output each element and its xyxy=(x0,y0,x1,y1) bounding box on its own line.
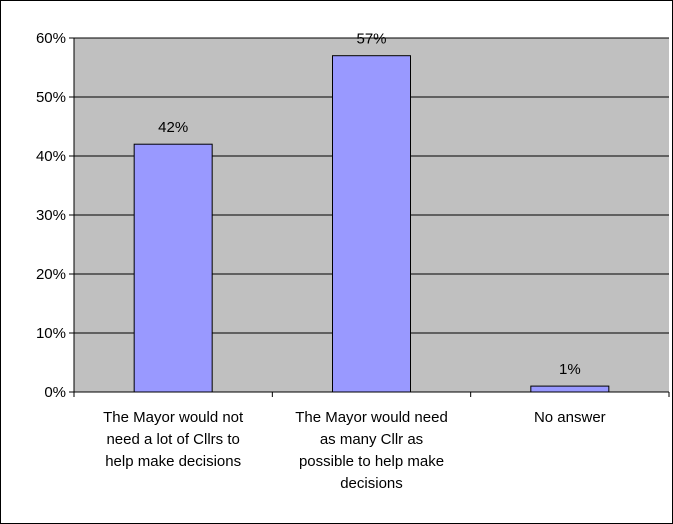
bar xyxy=(530,385,610,393)
category-label: as many Cllr as xyxy=(320,431,423,448)
category-label: help make decisions xyxy=(105,453,241,470)
bar xyxy=(133,143,213,393)
category-label: need a lot of Cllrs to xyxy=(106,431,239,448)
category-label: No answer xyxy=(534,409,606,426)
bar xyxy=(332,55,411,393)
category-label: decisions xyxy=(340,475,403,492)
bars xyxy=(133,55,610,393)
data-label: 42% xyxy=(158,119,188,136)
y-axis-ticks: 0% 10% 20% 30% 40% 50% 60% xyxy=(36,30,74,401)
y-tick-label: 10% xyxy=(36,325,66,342)
category-label: The Mayor would need xyxy=(295,409,448,426)
y-tick-label: 30% xyxy=(36,207,66,224)
category-label: possible to help make xyxy=(299,453,444,470)
y-tick-label: 60% xyxy=(36,30,66,47)
data-label: 57% xyxy=(356,31,386,48)
y-tick-label: 0% xyxy=(44,384,66,401)
y-tick-label: 40% xyxy=(36,148,66,165)
category-label: The Mayor would not xyxy=(103,409,244,426)
data-label: 1% xyxy=(559,361,581,378)
data-labels: 42% 57% 1% xyxy=(158,31,581,378)
y-tick-label: 20% xyxy=(36,266,66,283)
y-tick-label: 50% xyxy=(36,89,66,106)
category-labels: The Mayor would not need a lot of Cllrs t… xyxy=(73,392,670,492)
